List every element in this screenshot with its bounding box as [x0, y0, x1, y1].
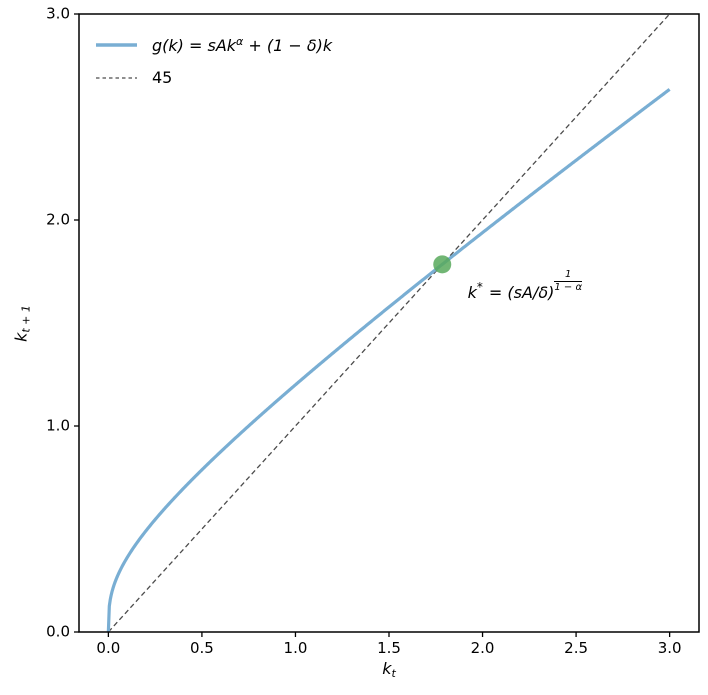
y-tick-label: 3.0	[46, 4, 70, 23]
x-tick-label: 1.0	[283, 639, 308, 657]
x-tick-label: 3.0	[657, 639, 682, 657]
axes-spines	[78, 13, 700, 633]
ylabel-base: k	[11, 332, 31, 342]
xlabel-base: k	[382, 659, 392, 678]
fixed-point-annotation: k* = (sA/δ) 1 1 − α	[467, 269, 583, 302]
legend: g(k) = sAkα + (1 − δ)k 45	[95, 28, 332, 94]
legend-g-pre: g(k) = sAk	[152, 35, 237, 55]
legend-label-45: 45	[152, 68, 173, 87]
fixed-point-marker	[433, 255, 452, 274]
fraction-numerator: 1	[554, 269, 583, 282]
g-curve-line-sample	[96, 42, 137, 47]
legend-g-post: + (1 − δ)k	[243, 35, 333, 55]
annotation-star: *	[476, 279, 483, 294]
x-tick-label: 1.5	[377, 639, 401, 657]
annotation-k: k	[467, 282, 477, 302]
x-tick-label: 0.0	[96, 639, 121, 657]
g-curve	[106, 88, 671, 633]
ylabel-subscript: t + 1	[19, 305, 33, 333]
legend-entry-45-line: 45	[95, 61, 332, 94]
y-tick-label: 1.0	[46, 416, 70, 435]
legend-entry-g-curve: g(k) = sAkα + (1 − δ)k	[95, 28, 332, 61]
legend-g-alpha-exponent: α	[236, 34, 244, 48]
x-tick-label: 2.5	[564, 639, 589, 657]
x-tick-label: 2.0	[470, 639, 495, 657]
45-line-sample	[96, 76, 137, 79]
fraction-denominator: 1 − α	[554, 281, 583, 293]
tick-marks	[74, 13, 671, 637]
x-axis-label: kt	[382, 659, 396, 680]
annotation-expression: = (sA/δ)	[483, 282, 555, 302]
xlabel-subscript: t	[391, 667, 396, 680]
y-tick-label: 0.0	[46, 622, 70, 641]
y-axis-label: kt + 1	[12, 264, 33, 384]
45-degree-line	[107, 13, 671, 633]
legend-label-g-curve: g(k) = sAkα + (1 − δ)k	[152, 35, 332, 55]
x-tick-label: 0.5	[189, 639, 214, 657]
y-tick-label: 2.0	[46, 210, 70, 229]
